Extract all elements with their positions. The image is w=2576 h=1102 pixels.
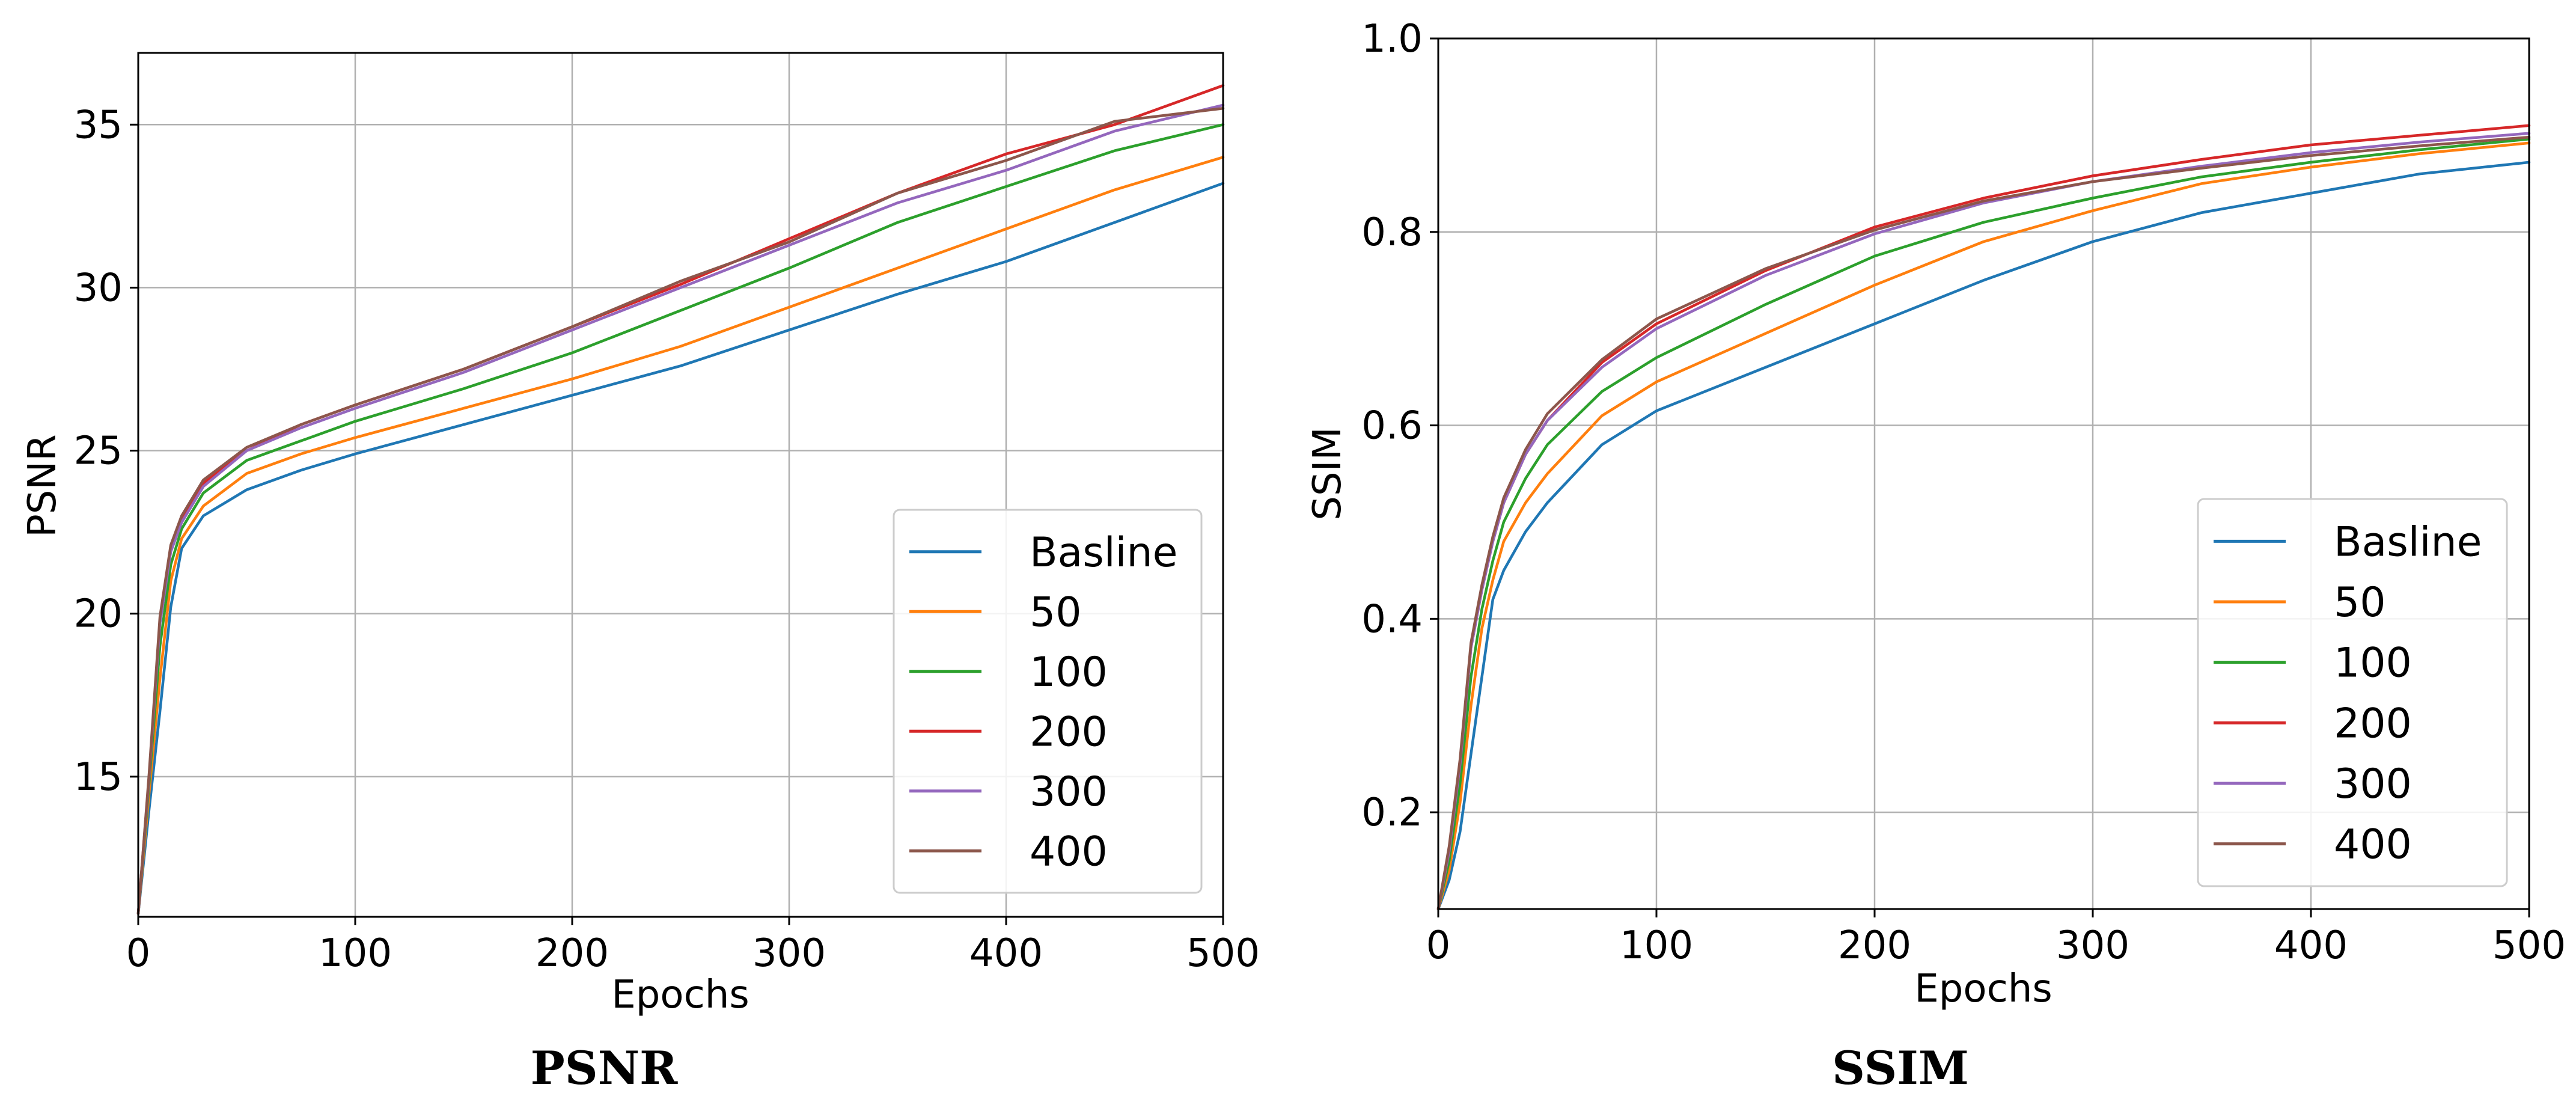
ssim-x-tick-label: 100	[1620, 923, 1693, 968]
ssim-series-50-line	[1436, 141, 2531, 911]
psnr-series-100-line	[136, 123, 1225, 915]
ssim-chart: 0 100 200 300 400 500 0.2 0.4 0.6 0.8 1.0 Epochs S…	[1305, 17, 2566, 1095]
ssim-y-axis-title: SSIM	[1305, 427, 1350, 520]
psnr-chart: 0 100 200 300 400 500 15 20 25 30 35 Epochs PSNR B…	[20, 52, 1260, 1095]
ssim-caption: SSIM	[1832, 1041, 1969, 1095]
psnr-series-50-line	[136, 156, 1225, 915]
ssim-series-400-line	[1436, 135, 2531, 911]
psnr-x-tick-label: 100	[319, 931, 392, 976]
ssim-y-tick-label: 0.6	[1361, 404, 1423, 448]
psnr-x-tick-label: 400	[969, 931, 1043, 976]
psnr-y-tick-label: 35	[74, 103, 123, 147]
ssim-x-axis-title: Epochs	[1914, 967, 2052, 1011]
ssim-legend-label-50: 50	[2334, 579, 2386, 626]
ssim-legend-label-100: 100	[2334, 640, 2412, 687]
ssim-legend-label-400: 400	[2334, 821, 2412, 869]
psnr-legend: Basline 50 100 200 300 400	[893, 509, 1203, 894]
psnr-y-tick-label: 15	[74, 755, 123, 800]
ssim-series-100-line	[1436, 138, 2531, 911]
psnr-legend-label-basline: Basline	[1030, 529, 1177, 577]
psnr-x-tick-label: 0	[126, 931, 151, 976]
psnr-x-tick-label: 300	[752, 931, 826, 976]
psnr-legend-label-300: 300	[1030, 768, 1108, 816]
psnr-legend-label-50: 50	[1030, 589, 1082, 636]
psnr-x-axis-title: Epochs	[611, 973, 749, 1017]
psnr-series-400-line	[136, 106, 1225, 915]
ssim-x-tick-label: 400	[2274, 923, 2348, 968]
psnr-y-tick-label: 20	[74, 592, 123, 637]
psnr-legend-label-100: 100	[1030, 649, 1108, 696]
ssim-y-tick-label: 0.8	[1361, 210, 1423, 255]
psnr-series-basline-line	[136, 182, 1225, 915]
ssim-y-tick-label: 0.4	[1361, 597, 1423, 641]
ssim-x-tick-label: 0	[1426, 923, 1451, 968]
ssim-legend-box	[2197, 498, 2508, 887]
psnr-y-axis-title: PSNR	[20, 434, 65, 537]
psnr-legend-box	[893, 509, 1203, 894]
psnr-x-tick-label: 500	[1186, 931, 1260, 976]
ssim-ticks: 0 100 200 300 400 500 0.2 0.4 0.6 0.8 1.0	[1361, 17, 2566, 968]
ssim-x-tick-label: 300	[2056, 923, 2129, 968]
psnr-x-tick-label: 200	[536, 931, 609, 976]
ssim-y-tick-label: 0.2	[1361, 791, 1423, 835]
ssim-legend-label-300: 300	[2334, 761, 2412, 808]
ssim-x-tick-label: 500	[2492, 923, 2566, 968]
psnr-series	[136, 84, 1225, 915]
ssim-series-basline-line	[1436, 161, 2531, 911]
ssim-legend-label-200: 200	[2334, 700, 2412, 747]
psnr-ticks: 0 100 200 300 400 500 15 20 25 30 35	[74, 103, 1260, 976]
ssim-plot-frame	[1437, 37, 2530, 910]
ssim-x-tick-label: 200	[1838, 923, 1911, 968]
ssim-legend-label-basline: Basline	[2334, 518, 2482, 566]
psnr-y-tick-label: 25	[74, 429, 123, 474]
psnr-legend-label-400: 400	[1030, 828, 1108, 875]
psnr-legend-label-200: 200	[1030, 708, 1108, 756]
ssim-legend: Basline 50 100 200 300 400	[2197, 498, 2508, 887]
psnr-y-tick-label: 30	[74, 266, 123, 310]
psnr-plot-frame	[137, 52, 1224, 918]
psnr-caption: PSNR	[531, 1041, 679, 1095]
ssim-y-tick-label: 1.0	[1361, 17, 1423, 61]
ssim-series	[1436, 124, 2531, 911]
